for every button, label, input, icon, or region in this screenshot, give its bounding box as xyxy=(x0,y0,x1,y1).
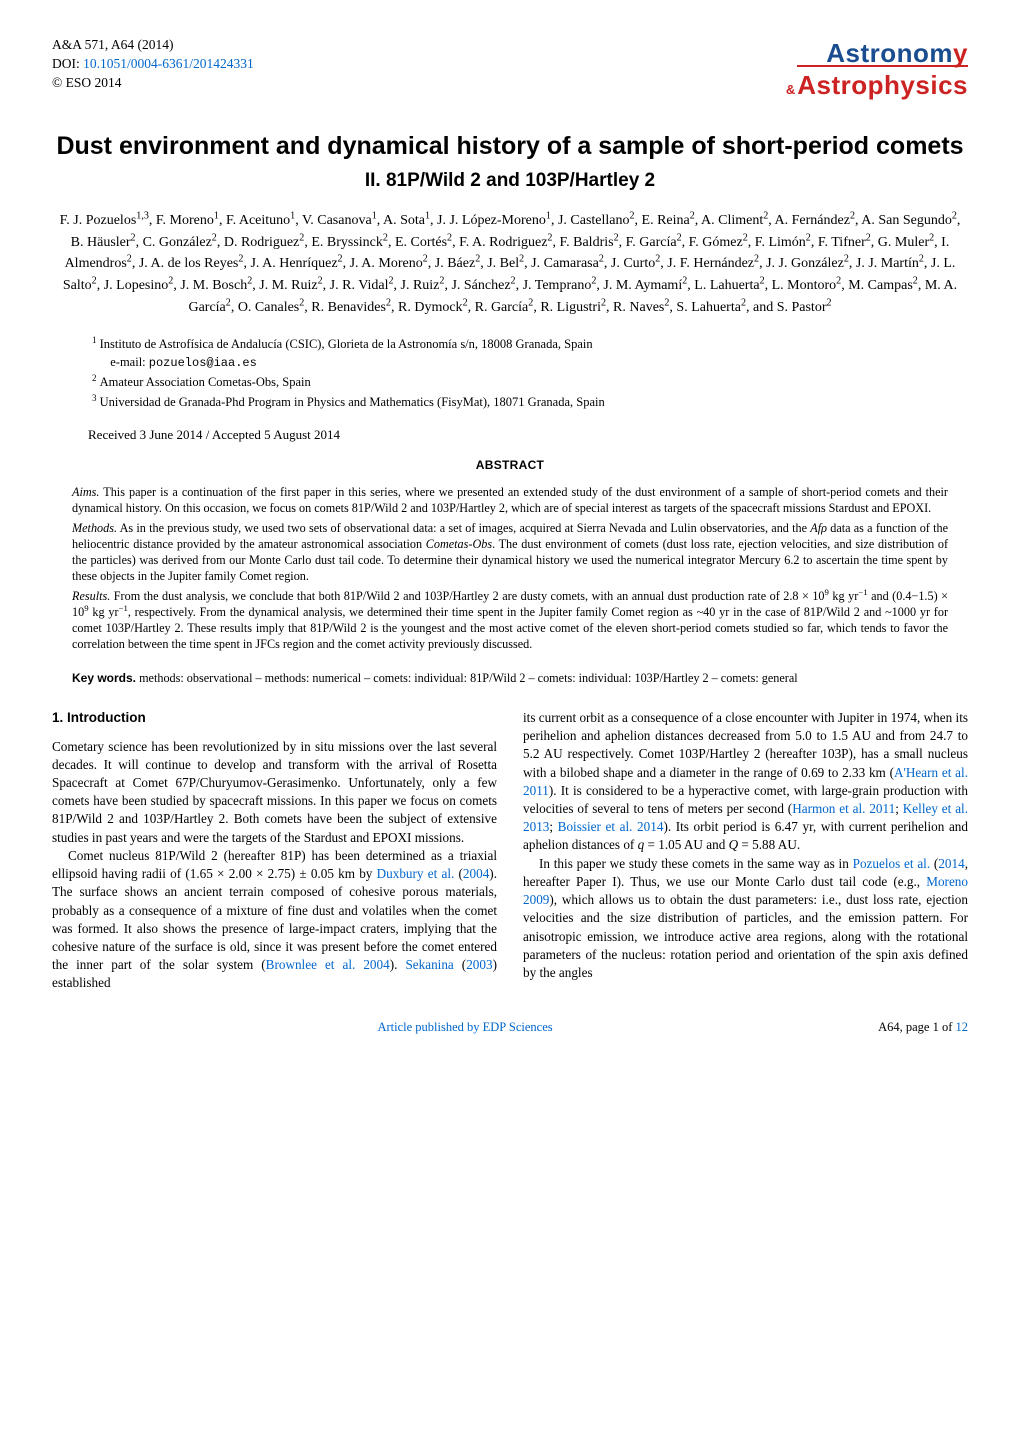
affil-num: 2 xyxy=(92,373,97,383)
logo-astronomy-red: y xyxy=(953,38,968,68)
logo-astronomy-blue: Astronom xyxy=(826,38,953,68)
logo-ampersand: & xyxy=(786,81,795,99)
section-1-heading: 1. Introduction xyxy=(52,709,497,728)
footer-publisher[interactable]: Article published by EDP Sciences xyxy=(377,1019,552,1036)
body-columns: 1. Introduction Cometary science has bee… xyxy=(52,709,968,993)
aims-text: This paper is a continuation of the firs… xyxy=(72,485,948,515)
keywords-text: methods: observational – methods: numeri… xyxy=(136,671,798,685)
footer-page: A64, page 1 of 12 xyxy=(878,1019,968,1036)
affiliations: 1 Instituto de Astrofísica de Andalucía … xyxy=(88,335,932,412)
affil-num: 3 xyxy=(92,393,97,403)
abstract-heading: ABSTRACT xyxy=(52,457,968,473)
page-footer: Article published by EDP Sciences A64, p… xyxy=(52,1019,968,1036)
footer-page-label: A64, page 1 of xyxy=(878,1020,955,1034)
header-left: A&A 571, A64 (2014) DOI: 10.1051/0004-63… xyxy=(52,36,254,93)
affil-text: Universidad de Granada-Phd Program in Ph… xyxy=(100,395,605,409)
affiliation-2: 2 Amateur Association Cometas-Obs, Spain xyxy=(88,373,932,392)
abstract-body: Aims. This paper is a continuation of th… xyxy=(72,484,948,653)
affil-num: 1 xyxy=(92,334,97,344)
keywords-label: Key words. xyxy=(72,671,136,685)
intro-paragraph-4: In this paper we study these comets in t… xyxy=(523,855,968,983)
intro-paragraph-3: its current orbit as a consequence of a … xyxy=(523,709,968,855)
journal-reference: A&A 571, A64 (2014) xyxy=(52,36,254,55)
affiliation-1: 1 Instituto de Astrofísica de Andalucía … xyxy=(88,335,932,373)
copyright: © ESO 2014 xyxy=(52,74,254,93)
abstract-methods: Methods. As in the previous study, we us… xyxy=(72,520,948,584)
author-email[interactable]: pozuelos@iaa.es xyxy=(149,356,257,370)
affil-text: Amateur Association Cometas-Obs, Spain xyxy=(100,375,311,389)
footer-total-pages[interactable]: 12 xyxy=(956,1020,969,1034)
methods-text: As in the previous study, we used two se… xyxy=(72,521,948,583)
keywords: Key words. methods: observational – meth… xyxy=(72,670,948,686)
abstract-aims: Aims. This paper is a continuation of th… xyxy=(72,484,948,516)
results-text: From the dust analysis, we conclude that… xyxy=(72,589,948,651)
left-column: 1. Introduction Cometary science has bee… xyxy=(52,709,497,993)
right-column: its current orbit as a consequence of a … xyxy=(523,709,968,993)
intro-paragraph-1: Cometary science has been revolutionized… xyxy=(52,738,497,847)
article-subtitle: II. 81P/Wild 2 and 103P/Hartley 2 xyxy=(52,168,968,194)
author-list: F. J. Pozuelos1,3, F. Moreno1, F. Aceitu… xyxy=(52,210,968,318)
logo-line2: &Astrophysics xyxy=(786,65,968,103)
doi-link[interactable]: 10.1051/0004-6361/201424331 xyxy=(83,56,254,71)
aims-label: Aims. xyxy=(72,485,99,499)
journal-logo: Astronomy &Astrophysics xyxy=(786,36,968,103)
methods-label: Methods. xyxy=(72,521,117,535)
page-header: A&A 571, A64 (2014) DOI: 10.1051/0004-63… xyxy=(52,36,968,103)
logo-astrophysics: Astrophysics xyxy=(797,65,968,103)
article-title: Dust environment and dynamical history o… xyxy=(52,131,968,162)
doi-label: DOI: xyxy=(52,56,83,71)
affiliation-3: 3 Universidad de Granada-Phd Program in … xyxy=(88,393,932,412)
doi-line: DOI: 10.1051/0004-6361/201424331 xyxy=(52,55,254,74)
results-label: Results. xyxy=(72,589,110,603)
intro-paragraph-2: Comet nucleus 81P/Wild 2 (hereafter 81P)… xyxy=(52,847,497,993)
received-accepted: Received 3 June 2014 / Accepted 5 August… xyxy=(88,426,932,444)
email-label: e-mail: xyxy=(110,355,149,369)
affil-text: Instituto de Astrofísica de Andalucía (C… xyxy=(100,337,593,351)
abstract-results: Results. From the dust analysis, we conc… xyxy=(72,588,948,652)
